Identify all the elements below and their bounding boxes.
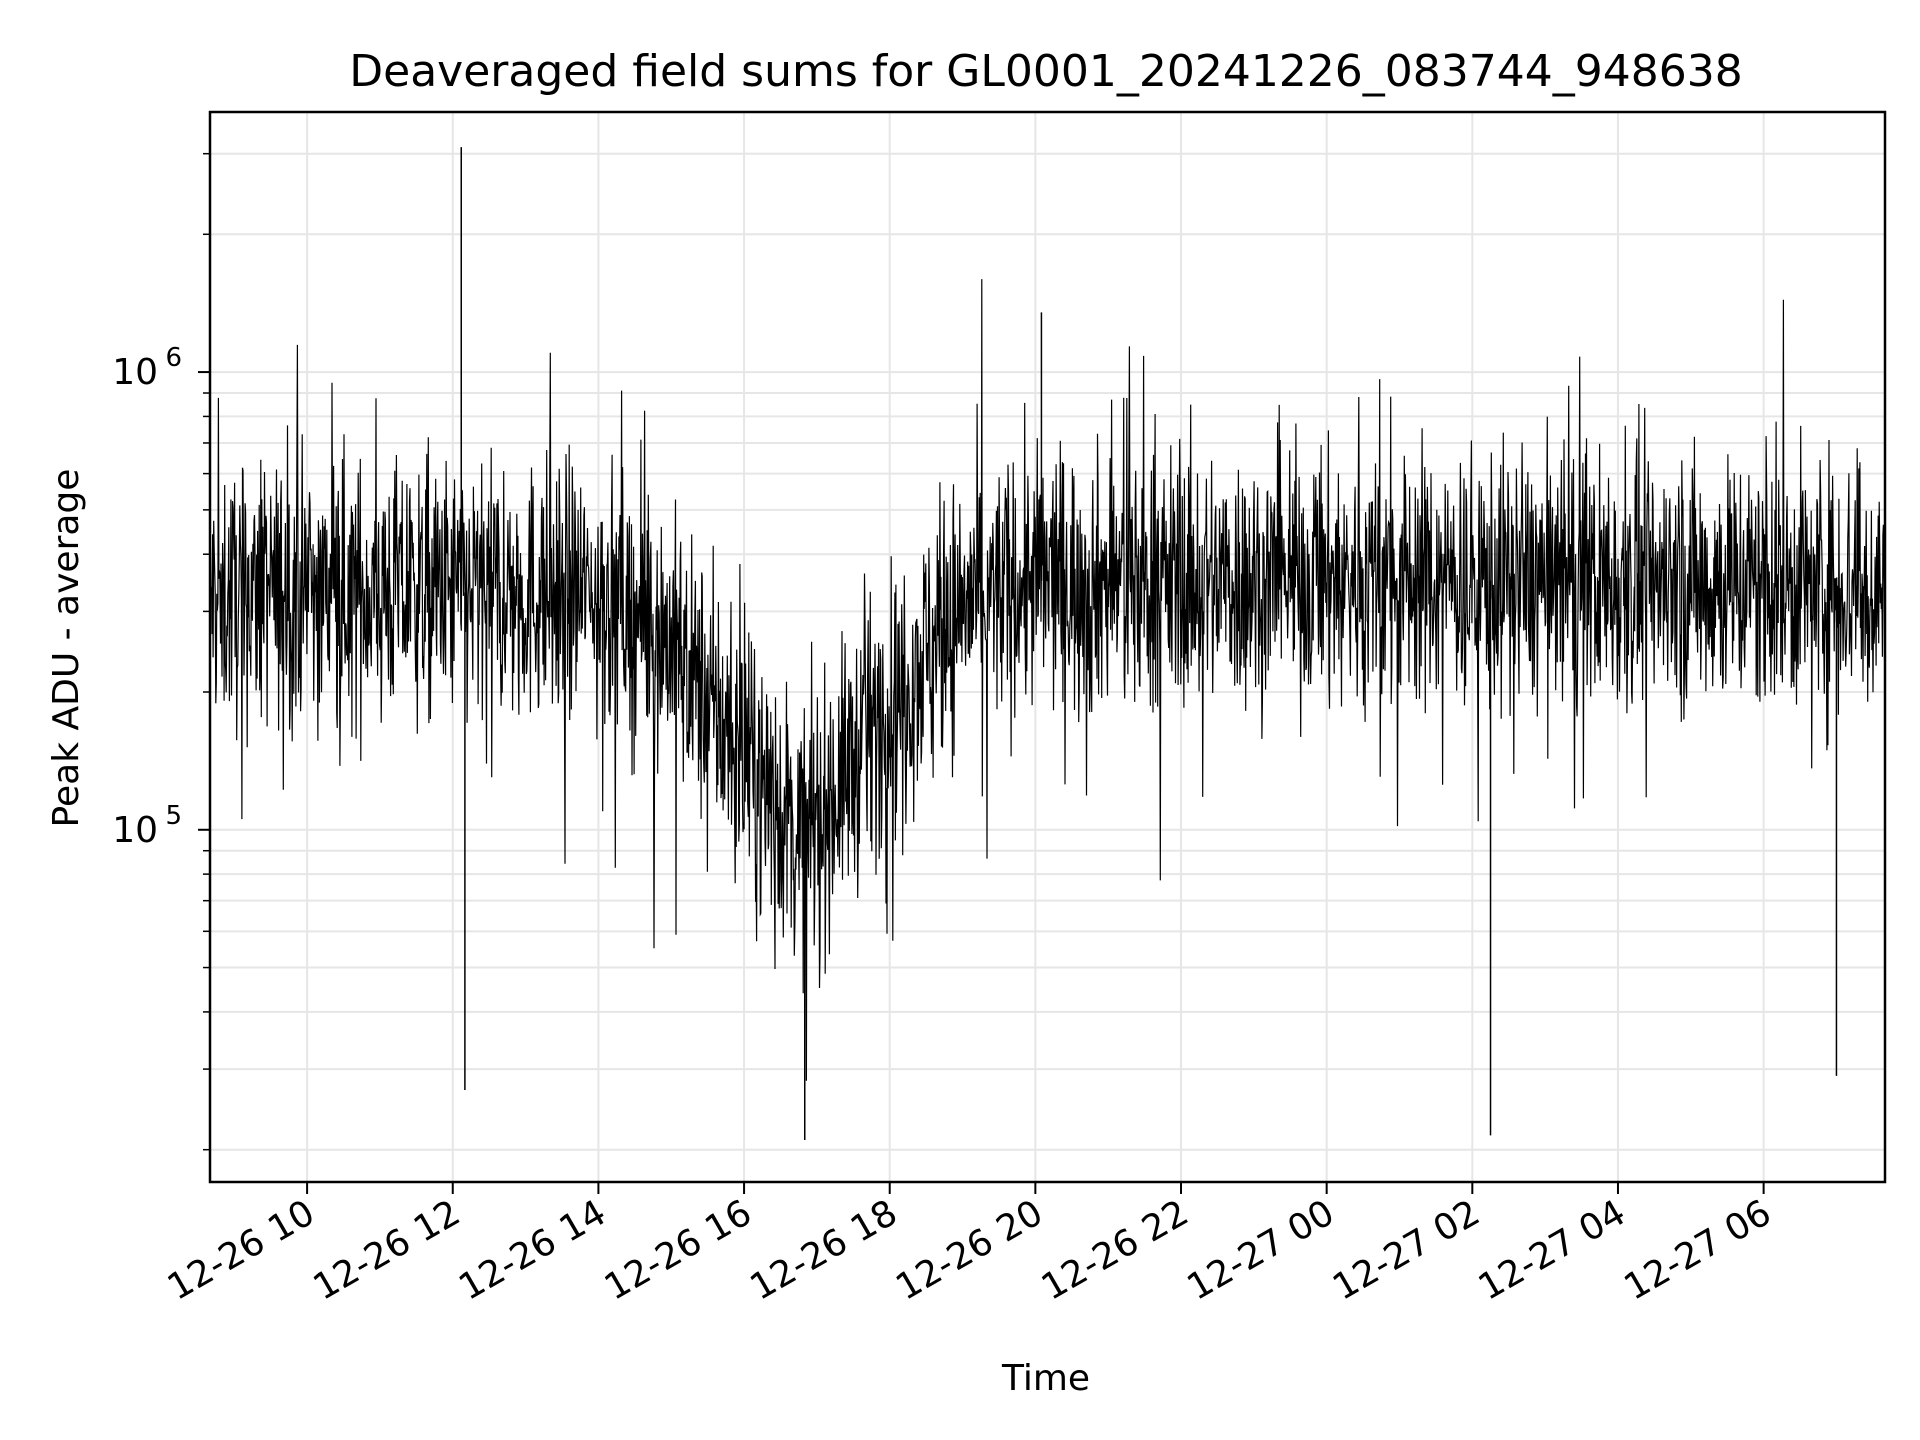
chart-title: Deaveraged field sums for GL0001_2024122… xyxy=(349,46,1742,97)
series-path xyxy=(209,279,1886,1081)
plot-frame xyxy=(208,110,1887,1184)
x-axis-label: Time xyxy=(1001,1358,1090,1399)
y-tick-label-exponent: 6 xyxy=(165,343,182,373)
y-tick-label: 10 xyxy=(112,810,158,851)
y-tick-label: 10 xyxy=(112,352,158,393)
y-axis-label: Peak ADU - average xyxy=(46,469,87,828)
y-tick-label-exponent: 5 xyxy=(165,801,182,831)
series-line xyxy=(209,147,1886,1140)
